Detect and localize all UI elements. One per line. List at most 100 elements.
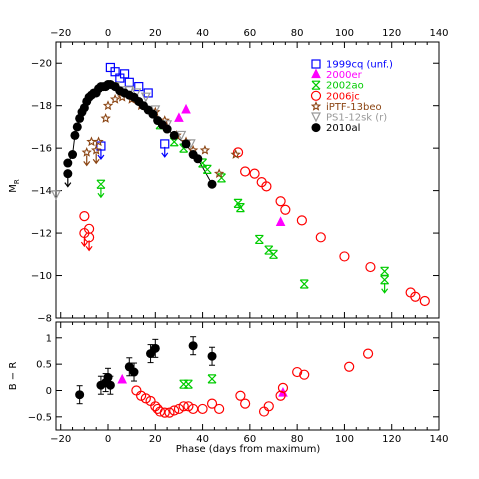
y-tick-label: −18	[31, 101, 52, 112]
data-point	[240, 398, 251, 409]
top-panel-ticks: −20 0 20 40 60 80 100 120 140 −20 −18 −16 −14 −12 −10 −…	[31, 28, 449, 325]
series-color-2002ao	[179, 374, 217, 389]
data-point	[277, 382, 289, 393]
data-point	[79, 210, 90, 222]
data-point	[280, 204, 291, 215]
data-point	[117, 373, 128, 384]
limit-arrow	[97, 187, 105, 199]
data-point	[207, 374, 217, 384]
limit-point	[96, 179, 106, 189]
data-point	[214, 403, 225, 415]
legend-label: 2002ao	[326, 81, 364, 92]
data-point	[105, 380, 115, 390]
limit-arrow	[92, 153, 100, 165]
y-tick-label: −14	[31, 186, 52, 197]
x-tick-label: 20	[149, 434, 162, 445]
limit-point	[160, 139, 170, 149]
bottom-panel-marks	[75, 336, 374, 418]
x-tick-label: 80	[291, 434, 304, 445]
data-point	[181, 139, 191, 149]
data-point	[207, 351, 217, 361]
legend-label: iPTF-13beo	[326, 102, 382, 113]
data-point	[176, 130, 187, 141]
data-point	[362, 348, 374, 359]
data-point	[235, 203, 245, 213]
data-point	[339, 251, 350, 262]
legend-label: PS1-12sk (r)	[326, 113, 387, 124]
data-point	[264, 245, 274, 255]
data-point	[70, 130, 80, 140]
data-point	[72, 122, 82, 132]
x-tick-label: 40	[196, 434, 209, 445]
limit-point	[63, 169, 73, 179]
data-point	[86, 136, 97, 147]
data-point	[198, 158, 208, 168]
data-point	[254, 234, 264, 245]
data-point	[134, 81, 144, 92]
data-point	[299, 279, 309, 289]
legend-marker	[310, 100, 322, 111]
data-point	[119, 69, 130, 79]
data-point	[103, 372, 113, 382]
data-point	[258, 406, 270, 417]
data-point	[102, 100, 114, 111]
data-point	[169, 137, 179, 147]
bottom-panel-ticks: −20 0 20 40 60 80 100 120 140 −0.5 0 0.5 1	[28, 322, 449, 445]
data-point	[150, 401, 161, 412]
data-point	[380, 266, 390, 276]
legend-marker	[311, 112, 321, 123]
data-point	[131, 385, 142, 396]
x-tick-label-top: 100	[335, 28, 354, 39]
x-tick-label-top: 140	[429, 28, 448, 39]
series-2002ao	[96, 120, 390, 294]
data-point	[140, 92, 151, 103]
data-point	[344, 361, 355, 372]
y-tick-label: −20	[31, 59, 52, 70]
data-point	[178, 401, 189, 412]
data-point	[230, 149, 241, 159]
x-tick-label: 100	[335, 434, 354, 445]
data-point	[124, 77, 134, 87]
legend-label: 2010al	[326, 123, 360, 134]
y-tick-label: −16	[31, 144, 52, 155]
x-tick-label: 120	[382, 434, 401, 445]
top-panel-frame	[55, 41, 440, 319]
bottom-panel-frame	[55, 321, 440, 431]
data-point	[179, 143, 189, 153]
data-point	[197, 403, 208, 415]
legend-marker	[311, 68, 321, 79]
legend-label: 2000er	[326, 70, 363, 81]
data-point	[169, 405, 180, 416]
x-tick-label: 0	[105, 434, 111, 445]
x-tick-label-top: −20	[50, 28, 71, 39]
data-point	[75, 390, 85, 400]
y-tick-label: −8	[37, 314, 52, 325]
data-point	[110, 67, 120, 77]
y-tick-label: 0.5	[36, 360, 52, 371]
limit-arrow	[381, 282, 389, 294]
data-point	[164, 407, 175, 418]
limit-arrow	[83, 155, 91, 167]
data-point	[109, 93, 121, 104]
series-2006jc	[79, 147, 430, 307]
data-point	[159, 407, 170, 418]
data-point	[292, 366, 303, 378]
data-point	[202, 164, 212, 174]
data-point	[68, 150, 78, 160]
legend-marker	[311, 123, 321, 133]
data-point	[213, 168, 225, 179]
limit-point	[81, 146, 92, 157]
data-point	[263, 401, 274, 412]
series-1999cq-unf-	[96, 62, 170, 161]
data-point	[296, 215, 307, 226]
legend: 1999cq (unf.)2000er2002ao2006jciPTF-13be…	[310, 59, 393, 134]
bottom-panel-y-label: B − R	[8, 362, 19, 391]
top-panel-marks	[51, 62, 430, 307]
data-point	[261, 181, 272, 192]
series-iptf-13beo	[81, 91, 241, 179]
data-point	[207, 179, 217, 189]
x-tick-label-top: 40	[196, 28, 209, 39]
legend-marker	[311, 80, 321, 90]
data-point	[299, 369, 310, 380]
limit-point	[380, 275, 390, 285]
